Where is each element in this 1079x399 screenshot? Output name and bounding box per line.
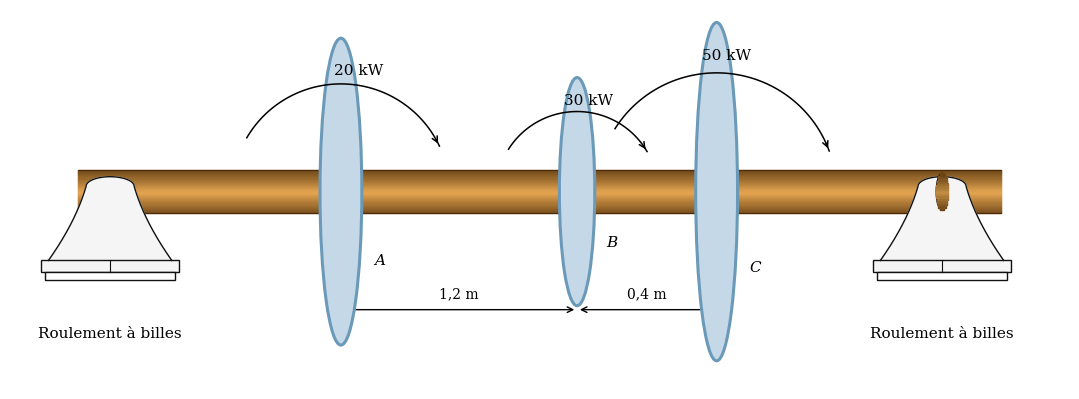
Text: 50 kW: 50 kW bbox=[702, 49, 751, 63]
Polygon shape bbox=[880, 177, 1003, 261]
Ellipse shape bbox=[320, 38, 361, 345]
FancyBboxPatch shape bbox=[41, 261, 179, 271]
FancyBboxPatch shape bbox=[45, 271, 175, 280]
Ellipse shape bbox=[696, 22, 738, 361]
FancyBboxPatch shape bbox=[877, 271, 1007, 280]
Ellipse shape bbox=[559, 77, 595, 306]
Ellipse shape bbox=[937, 173, 948, 210]
Text: C: C bbox=[750, 261, 761, 275]
Text: 1,2 m: 1,2 m bbox=[439, 288, 479, 302]
Text: 30 kW: 30 kW bbox=[564, 94, 614, 108]
Text: 20 kW: 20 kW bbox=[334, 64, 383, 78]
Polygon shape bbox=[49, 177, 172, 261]
Text: Roulement à billes: Roulement à billes bbox=[39, 328, 182, 342]
Text: 0,4 m: 0,4 m bbox=[627, 288, 667, 302]
Text: Roulement à billes: Roulement à billes bbox=[871, 328, 1014, 342]
Text: A: A bbox=[373, 254, 385, 268]
FancyBboxPatch shape bbox=[873, 261, 1011, 271]
Text: B: B bbox=[606, 236, 618, 250]
